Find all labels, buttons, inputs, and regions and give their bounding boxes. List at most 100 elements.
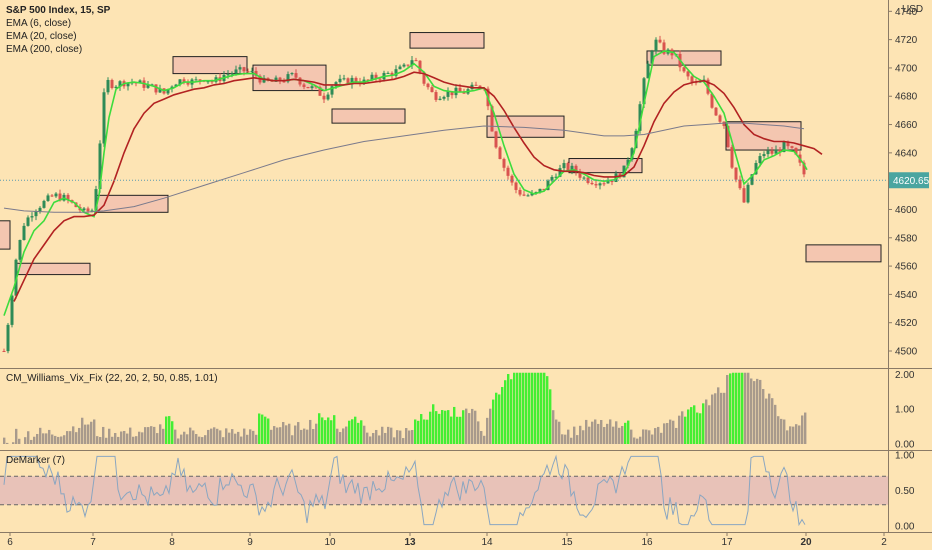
vix-bar xyxy=(387,426,390,444)
candle-body xyxy=(762,154,766,157)
candle-body xyxy=(606,180,610,184)
vix-bar xyxy=(489,408,492,444)
vix-bar xyxy=(30,439,33,444)
vix-bar xyxy=(318,413,321,444)
vix-bar xyxy=(330,420,333,444)
vix-bar xyxy=(102,426,105,444)
candle-body xyxy=(426,83,430,88)
vix-bar xyxy=(576,435,579,444)
candle-body xyxy=(234,69,238,74)
vix-bar xyxy=(375,429,378,444)
candle-body xyxy=(422,72,426,84)
candle-body xyxy=(110,79,114,89)
vix-bar xyxy=(363,425,366,444)
vix-bar xyxy=(804,412,807,444)
candle-body xyxy=(126,82,130,87)
candle-body xyxy=(178,79,182,85)
ema-20-line xyxy=(13,71,823,302)
ema-20-legend[interactable]: EMA (20, close) xyxy=(6,31,77,42)
candle-body xyxy=(790,146,794,148)
vix-bar xyxy=(54,435,57,444)
vix-bar xyxy=(282,422,285,444)
vix-bar xyxy=(735,372,738,444)
candle-body xyxy=(450,91,454,96)
vix-bar xyxy=(618,427,621,444)
vix-bar xyxy=(207,429,210,444)
vix-bar xyxy=(657,426,660,444)
demarker-line xyxy=(3,454,806,527)
vix-bar xyxy=(426,419,429,444)
vix-bar xyxy=(555,419,558,444)
vix-bar xyxy=(294,425,297,444)
vix-bar xyxy=(609,419,612,444)
candle-body xyxy=(306,87,310,89)
vix-bar xyxy=(681,411,684,444)
vix-bar xyxy=(144,427,147,444)
vix-bar xyxy=(369,436,372,444)
vix-bar xyxy=(648,430,651,444)
time-tick-label: 2 xyxy=(881,537,887,548)
candle-body xyxy=(90,210,94,212)
zone-rectangle xyxy=(409,32,485,49)
time-tick-label: 16 xyxy=(641,537,653,548)
candle-body xyxy=(650,51,654,64)
ema-200-legend[interactable]: EMA (200, close) xyxy=(6,44,83,55)
vix-bar xyxy=(210,428,213,444)
candle-body xyxy=(538,188,542,192)
vix-bar xyxy=(180,434,183,444)
vix-bar xyxy=(501,387,504,444)
vix-bar xyxy=(39,427,42,444)
vix-bar xyxy=(342,428,345,444)
vix-bar xyxy=(270,429,273,444)
vix-bar xyxy=(132,436,135,444)
vix-bar xyxy=(390,427,393,444)
candle-body xyxy=(718,115,722,122)
candle-body xyxy=(502,158,506,168)
vix-bar xyxy=(15,428,18,444)
vix-bar xyxy=(216,428,219,444)
candle-body xyxy=(722,121,726,126)
vix-bar xyxy=(534,372,537,444)
vix-bar xyxy=(45,433,48,444)
demarker-title[interactable]: DeMarker (7) xyxy=(6,455,65,466)
vix-bar xyxy=(600,420,603,444)
vix-bar xyxy=(693,405,696,444)
ema-6-legend[interactable]: EMA (6, close) xyxy=(6,18,72,29)
vix-bar xyxy=(762,389,765,444)
candle-body xyxy=(418,60,422,73)
candle-body xyxy=(546,180,550,191)
vix-bar xyxy=(159,424,162,444)
vix-bar xyxy=(759,379,762,444)
candle-body xyxy=(478,85,482,89)
vix-bar xyxy=(288,423,291,444)
candle-body xyxy=(590,182,594,185)
vix-bar xyxy=(75,432,78,444)
vix-bar xyxy=(564,434,567,444)
vix-bar xyxy=(219,430,222,444)
candle-body xyxy=(54,193,58,197)
vix-tick-label: 0.00 xyxy=(895,440,915,451)
candle-body xyxy=(734,167,738,180)
vix-bar xyxy=(6,442,9,444)
candle-body xyxy=(642,78,646,105)
vix-bar xyxy=(63,435,66,444)
candle-body xyxy=(406,64,410,66)
candle-body xyxy=(654,39,658,52)
candle-body xyxy=(698,81,702,83)
vix-bar xyxy=(750,378,753,444)
vix-bar xyxy=(357,422,360,444)
candle-body xyxy=(534,191,538,193)
vix-bar xyxy=(765,398,768,444)
vix-bar xyxy=(798,425,801,444)
vix-bar xyxy=(552,410,555,444)
candle-body xyxy=(542,188,546,191)
vix-bar xyxy=(324,420,327,444)
vix-fix-title[interactable]: CM_Williams_Vix_Fix (22, 20, 2, 50, 0.85… xyxy=(6,373,218,384)
vix-bar xyxy=(522,372,525,444)
currency-label: USD xyxy=(902,4,923,15)
vix-bar xyxy=(699,413,702,444)
vix-bar xyxy=(3,437,6,444)
symbol-title[interactable]: S&P 500 Index, 15, SP xyxy=(6,5,111,16)
candle-body xyxy=(498,147,502,159)
candle-body xyxy=(582,177,586,179)
